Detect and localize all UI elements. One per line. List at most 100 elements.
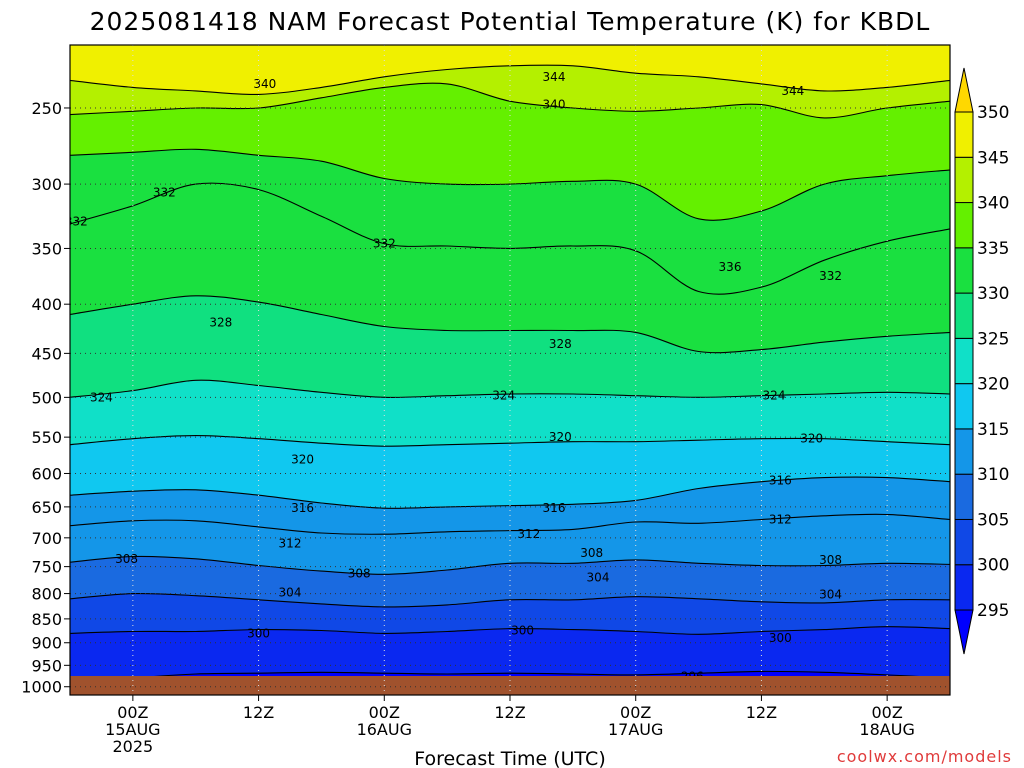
isentrope-label: 332 (153, 185, 176, 199)
colorbar-segment (954, 111, 974, 158)
y-tick-label: 550 (31, 428, 62, 447)
theta-fill-band (70, 435, 950, 509)
y-tick-label: 1000 (21, 678, 62, 697)
y-tick-label: 250 (31, 99, 62, 118)
isentrope-320 (70, 435, 950, 447)
y-tick-label: 750 (31, 558, 62, 577)
colorbar-label: 295 (977, 601, 1009, 621)
colorbar-segment (954, 518, 974, 566)
isentrope-label: 304 (819, 588, 842, 602)
isentrope-308 (70, 555, 950, 575)
y-tick-label: 800 (31, 585, 62, 604)
isentrope-label: 308 (348, 566, 371, 580)
isentrope-label: 332 (819, 269, 842, 283)
isentrope-label: 324 (763, 389, 786, 403)
isentrope-296 (70, 670, 950, 688)
x-tick-label: 12Z (494, 703, 525, 722)
theta-fill-band (70, 295, 950, 398)
isentrope-label: 336 (719, 260, 742, 274)
isentrope-labels: 344 344 340 340 336 332 332 332 332 328 328 324 324 3… (65, 70, 842, 684)
isentrope-label: 308 (819, 553, 842, 567)
isentrope-label: 304 (587, 571, 610, 585)
colorbar-label: 300 (977, 556, 1009, 576)
y-tick-label: 900 (31, 634, 62, 653)
y-tick-label: 850 (31, 610, 62, 629)
isentrope-label: 328 (549, 337, 572, 351)
isentrope-324 (70, 379, 950, 398)
isentrope-label: 344 (543, 70, 566, 84)
x-tick-label: 00Z (117, 703, 148, 722)
x-tick-label: 12Z (746, 703, 777, 722)
colorbar-label: 315 (977, 420, 1009, 440)
isentrope-label: 308 (115, 552, 138, 566)
isentrope-label: 312 (769, 513, 792, 527)
isentrope-label: 320 (291, 452, 314, 466)
isentrope-label: 316 (543, 501, 566, 515)
isentrope-label: 340 (543, 98, 566, 112)
theta-fill-band (70, 593, 950, 635)
theta-fill-band (70, 65, 950, 118)
theta-fill-band (70, 83, 950, 221)
x-tick-label: 00Z (369, 703, 400, 722)
y-tick-label: 700 (31, 529, 62, 548)
y-tick-label: 950 (31, 656, 62, 675)
isentrope-label: 332 (65, 214, 88, 228)
colorbar-low-arrow (954, 609, 974, 655)
isentrope-label: 300 (247, 626, 270, 640)
isentrope-label: 300 (511, 624, 534, 638)
colorbar: 295 300 305 310 315 320 325 330 335 340 345 350 (954, 67, 1009, 655)
isentrope-label: 316 (291, 501, 314, 515)
isentrope-label: 324 (90, 390, 113, 404)
isentrope-label: 344 (781, 84, 804, 98)
colorbar-segment (954, 564, 974, 611)
colorbar-high-arrow (954, 67, 974, 113)
y-tick-label: 300 (31, 175, 62, 194)
colorbar-segment (954, 202, 974, 249)
grid-lines (70, 45, 950, 695)
colorbar-label: 330 (977, 284, 1009, 304)
colorbar-label: 350 (977, 103, 1009, 123)
isentrope-label: 324 (492, 389, 515, 403)
x-tick-label: 00Z (620, 703, 651, 722)
x-tick-label: 2025 (112, 737, 153, 756)
y-tick-label: 400 (31, 295, 62, 314)
isentrope-label: 304 (279, 586, 302, 600)
colorbar-label: 325 (977, 329, 1009, 349)
isentrope-336 (70, 148, 950, 221)
colorbar-segment (954, 247, 974, 294)
isentrope-340 (70, 82, 950, 119)
credit-text: coolwx.com/models (837, 747, 1012, 766)
isentrope-label: 320 (800, 432, 823, 446)
y-tick-label: 450 (31, 344, 62, 363)
isentrope-label: 340 (253, 77, 276, 91)
colorbar-segment (954, 337, 974, 385)
theta-fill-band (70, 45, 950, 95)
colorbar-label: 305 (977, 510, 1009, 530)
chart-title: 2025081418 NAM Forecast Potential Temper… (90, 7, 931, 36)
colorbar-label: 340 (977, 194, 1009, 214)
colorbar-segment (954, 428, 974, 475)
y-tick-label: 600 (31, 464, 62, 483)
y-tick-label: 650 (31, 498, 62, 517)
isentrope-label: 300 (769, 631, 792, 645)
colorbar-label: 310 (977, 465, 1009, 485)
theta-fill-band (70, 149, 950, 295)
y-tick-label: 500 (31, 388, 62, 407)
colorbar-segment (954, 156, 974, 204)
theta-fill-band (70, 514, 950, 575)
colorbar-segment (954, 383, 974, 430)
colorbar-segment (954, 292, 974, 339)
x-tick-label: 12Z (243, 703, 274, 722)
theta-fill-band (70, 183, 950, 353)
y-tick-label: 350 (31, 239, 62, 258)
isentrope-label: 328 (209, 316, 232, 330)
isentrope-label: 312 (279, 537, 302, 551)
x-tick-label: 18AUG (859, 720, 914, 739)
colorbar-label: 345 (977, 148, 1009, 168)
x-axis-label: Forecast Time (UTC) (414, 748, 605, 768)
x-tick-label: 17AUG (608, 720, 663, 739)
x-tick-label: 00Z (871, 703, 902, 722)
isentrope-label: 316 (769, 473, 792, 487)
y-axis: 250 300 350 400 450 500 550 600 650 700 750 800 850 9… (21, 99, 70, 697)
